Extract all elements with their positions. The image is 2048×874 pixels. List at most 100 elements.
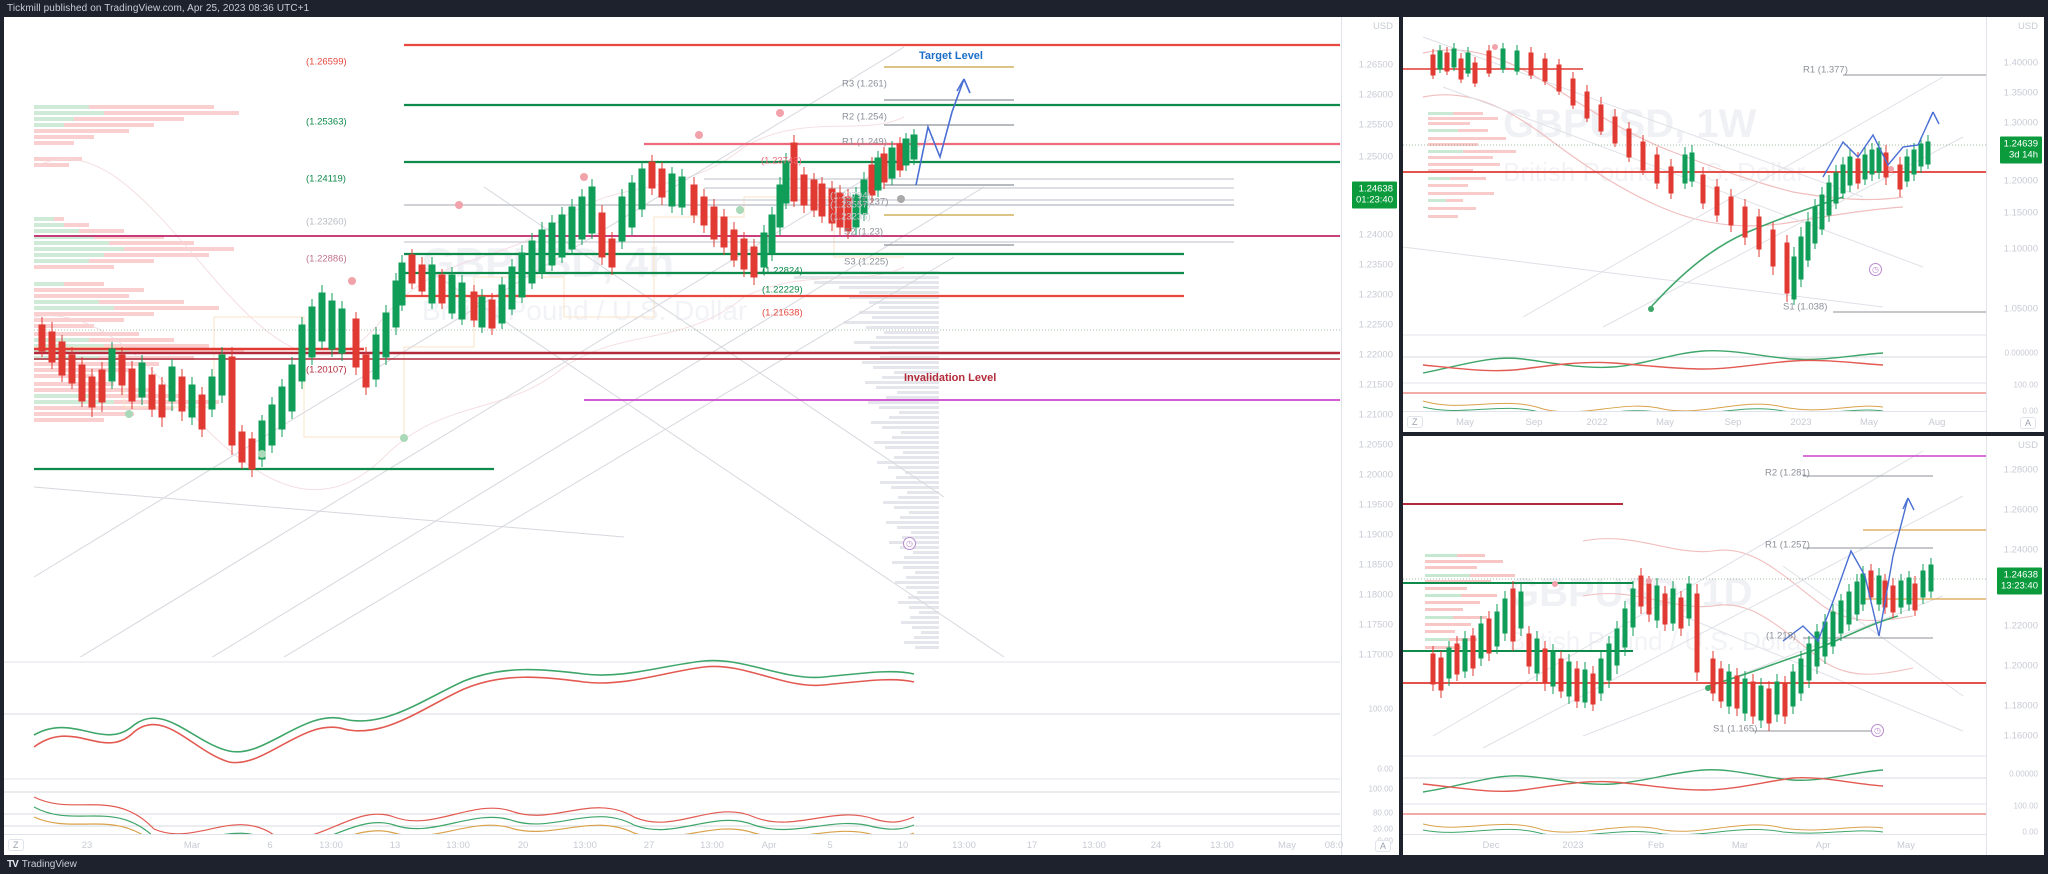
daily-indicator-subpanes xyxy=(1403,755,1986,837)
main-ptick-10: 1.21500 xyxy=(1358,379,1393,391)
weekly-current-price-tag[interactable]: 1.24639 3d 14h xyxy=(1999,136,2042,164)
main-ttick-8: 27 xyxy=(643,840,655,851)
vertical-separator xyxy=(1399,17,1403,855)
daily-pivot-r2: R2 (1.281) xyxy=(1765,467,1810,479)
weekly-ttick-7: Aug xyxy=(1928,417,1946,428)
main-ttick-5: 13:00 xyxy=(446,840,470,851)
publisher-header: Tickmill published on TradingView.com, A… xyxy=(0,0,2048,17)
signal-dots xyxy=(125,109,905,458)
main-current-price-tag[interactable]: 1.24638 01:23:40 xyxy=(1352,181,1397,209)
daily-ttick-1: 2023 xyxy=(1562,840,1584,851)
main-ptick-3: 1.25000 xyxy=(1358,151,1393,163)
main-ttick-7: 13:00 xyxy=(573,840,597,851)
daily-ttick-5: May xyxy=(1897,840,1915,851)
weekly-time-corner-right[interactable]: A xyxy=(2019,417,2036,429)
main-ptick-7: 1.23000 xyxy=(1358,289,1393,301)
main-ptick-19: 1.17000 xyxy=(1358,649,1393,661)
main-stoch-0: 100.00 xyxy=(1368,784,1393,794)
pivot-label-s2: S2 (1.23) xyxy=(844,226,884,238)
daily-projection-path xyxy=(1782,497,1915,643)
main-time-corner-right[interactable]: A xyxy=(1374,840,1391,852)
main-ptick-16: 1.18500 xyxy=(1358,559,1393,571)
daily-ttick-3: Mar xyxy=(1731,840,1749,851)
daily-pivot-s1: S1 (1.165) xyxy=(1713,723,1758,735)
daily-price-axis[interactable]: USD 1.28000 1.26000 1.24000 1.24638 13:2… xyxy=(1986,436,2044,855)
daily-ttick-2: Feb xyxy=(1647,840,1665,851)
daily-current-price-tag[interactable]: 1.24638 13:23:40 xyxy=(1997,567,2042,595)
main-ptick-17: 1.18000 xyxy=(1358,589,1393,601)
main-ptick-15: 1.19000 xyxy=(1358,529,1393,541)
weekly-time-axis[interactable]: Z May Sep 2022 May Sep 2023 May Aug xyxy=(1403,411,1986,432)
weekly-price-axis[interactable]: USD 1.40000 1.35000 1.30000 1.24639 3d 1… xyxy=(1986,17,2044,432)
level-label-9: (1.22824) xyxy=(762,265,803,277)
main-time-axis[interactable]: Z 23 Mar 6 13:00 13 13:00 20 13:00 27 13… xyxy=(4,834,1343,855)
main-ptick-12: 1.20500 xyxy=(1358,439,1393,451)
level-label-1: (1.25363) xyxy=(306,116,347,128)
daily-ttick-4: Apr xyxy=(1815,840,1831,851)
target-level-label: Target Level xyxy=(919,50,983,62)
trend-channels xyxy=(33,46,1005,657)
clock-icon-main[interactable]: ◷ xyxy=(903,537,916,550)
daily-stoch-0: 100.00 xyxy=(2013,801,2038,811)
main-ptick-13: 1.20000 xyxy=(1358,469,1393,481)
pivot-label-r3: R3 (1.261) xyxy=(842,78,887,90)
daily-chart-canvas xyxy=(1403,450,1986,837)
main-ttick-2: 6 xyxy=(267,840,273,851)
daily-ptick-3: 1.22000 xyxy=(2003,620,2038,632)
clock-icon-weekly[interactable]: ◷ xyxy=(1869,263,1882,276)
main-time-corner-left[interactable]: Z xyxy=(8,839,24,851)
level-label-8: (1.23235) xyxy=(830,211,871,223)
main-countdown: 01:23:40 xyxy=(1356,194,1393,206)
horizontal-separator xyxy=(1403,432,2048,436)
daily-ptick-5: 1.18000 xyxy=(2003,700,2038,712)
daily-ttick-0: Dec xyxy=(1482,840,1500,851)
weekly-ptick-0: 1.40000 xyxy=(2003,57,2038,69)
weekly-ptick-7: 1.05000 xyxy=(2003,303,2038,315)
main-chart-canvas xyxy=(4,43,1340,852)
weekly-ptick-6: 1.10000 xyxy=(2003,243,2038,255)
main-stoch-1: 80.00 xyxy=(1372,808,1393,818)
level-label-12: (1.20107) xyxy=(306,364,347,376)
main-ttick-16: 24 xyxy=(1150,840,1162,851)
weekly-indicator-subpanes xyxy=(1403,334,1986,416)
candlestick-series xyxy=(38,129,918,477)
daily-stoch-1: 0.00 xyxy=(2022,827,2038,837)
weekly-countdown: 3d 14h xyxy=(2008,149,2038,161)
weekly-ttick-4: Sep xyxy=(1724,417,1742,428)
level-label-4: (1.22886) xyxy=(306,253,347,265)
volume-profile-left xyxy=(34,105,244,422)
main-ptick-0: 1.26500 xyxy=(1358,59,1393,71)
daily-ptick-1: 1.26000 xyxy=(2003,504,2038,516)
level-label-6: (1.23794) xyxy=(830,190,871,202)
weekly-time-corner-left[interactable]: Z xyxy=(1407,416,1423,428)
main-ttick-17: 13:00 xyxy=(1210,840,1234,851)
main-chart-pane[interactable]: GBPUSD, 4h British Pound / U.S. Dollar xyxy=(4,17,1399,855)
weekly-ttick-1: Sep xyxy=(1525,417,1543,428)
level-label-0: (1.26599) xyxy=(306,56,347,68)
main-ptick-5: 1.24000 xyxy=(1358,229,1393,241)
daily-ptick-6: 1.16000 xyxy=(2003,730,2038,742)
weekly-chart-pane[interactable]: GBPUSD, 1W British Pound / U.S. Dollar xyxy=(1403,17,2044,432)
main-ttick-4: 13 xyxy=(389,840,401,851)
main-ptick-1: 1.26000 xyxy=(1358,89,1393,101)
weekly-axis-title: USD xyxy=(2017,21,2038,32)
pivot-label-r1: R1 (1.249) xyxy=(842,136,887,148)
clock-icon-daily[interactable]: ◷ xyxy=(1871,724,1884,737)
main-ptick-11: 1.21000 xyxy=(1358,409,1393,421)
main-ttick-1: Mar xyxy=(183,840,201,851)
daily-time-axis[interactable]: Dec 2023 Feb Mar Apr May xyxy=(1403,834,1986,855)
level-label-3: (1.23260) xyxy=(306,216,347,228)
daily-chart-pane[interactable]: GBPUSD, 1D British Pound / U.S. Dollar xyxy=(1403,436,2044,855)
rsi-subpane xyxy=(4,659,1340,780)
daily-ptick-2: 1.24000 xyxy=(2003,544,2038,556)
main-ttick-10: Apr xyxy=(761,840,777,851)
weekly-pivot-r1: R1 (1.377) xyxy=(1803,64,1848,76)
pivot-lines xyxy=(884,66,1014,246)
main-stoch-3: 20.00 xyxy=(1372,824,1393,834)
main-ttick-18: May xyxy=(1278,840,1296,851)
level-label-7: (1.23557) xyxy=(830,199,871,211)
main-ttick-9: 13:00 xyxy=(700,840,724,851)
main-price-axis[interactable]: USD 1.26500 1.26000 1.25500 1.25000 1.24… xyxy=(1341,17,1399,855)
main-ttick-3: 13:00 xyxy=(319,840,343,851)
